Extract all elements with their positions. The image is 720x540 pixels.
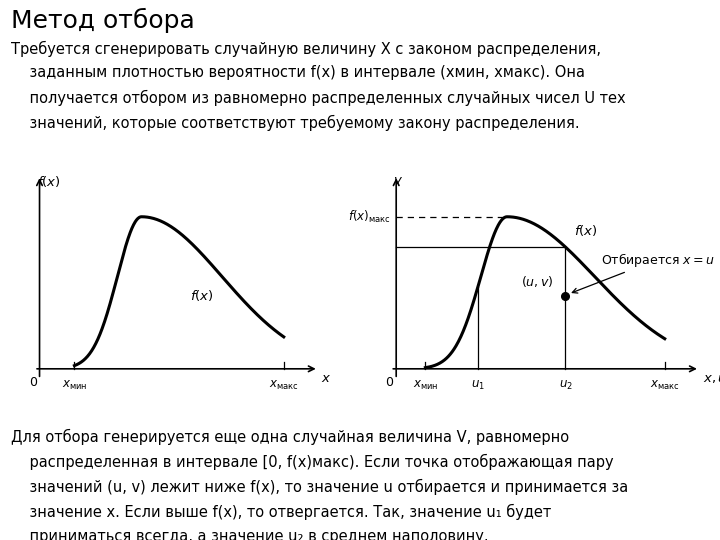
Text: 0: 0 — [29, 376, 37, 389]
Text: $v$: $v$ — [393, 173, 403, 186]
Text: заданным плотностью вероятности f(x) в интервале (xмин, xмакс). Она: заданным плотностью вероятности f(x) в и… — [11, 65, 585, 80]
Text: $f(x)$: $f(x)$ — [575, 224, 598, 239]
Text: 0: 0 — [385, 376, 393, 389]
Text: значений (u, v) лежит ниже f(x), то значение u отбирается и принимается за: значений (u, v) лежит ниже f(x), то знач… — [11, 479, 628, 495]
Text: значение x. Если выше f(x), то отвергается. Так, значение u₁ будет: значение x. Если выше f(x), то отвергает… — [11, 504, 551, 520]
Text: $x, u$: $x, u$ — [703, 372, 720, 385]
Text: значений, которые соответствуют требуемому закону распределения.: значений, которые соответствуют требуемо… — [11, 115, 580, 131]
Text: распределенная в интервале [0, f(x)макс). Если точка отображающая пару: распределенная в интервале [0, f(x)макс)… — [11, 454, 613, 470]
Text: Требуется сгенерировать случайную величину X с законом распределения,: Требуется сгенерировать случайную величи… — [11, 40, 600, 57]
Text: Метод отбора: Метод отбора — [11, 8, 194, 33]
Text: $x_{\text{мин}}$: $x_{\text{мин}}$ — [413, 379, 438, 392]
Text: $x_{\text{макс}}$: $x_{\text{макс}}$ — [269, 379, 299, 392]
Text: приниматься всегда, а значение u₂ в среднем наполовину.: приниматься всегда, а значение u₂ в сред… — [11, 529, 488, 540]
Text: $f(x)$: $f(x)$ — [37, 173, 60, 188]
Text: получается отбором из равномерно распределенных случайных чисел U тех: получается отбором из равномерно распред… — [11, 90, 626, 106]
Text: Для отбора генерируется еще одна случайная величина V, равномерно: Для отбора генерируется еще одна случайн… — [11, 429, 569, 445]
Text: $f(x)$: $f(x)$ — [190, 288, 214, 303]
Text: $x$: $x$ — [321, 372, 332, 385]
Text: $(u,v)$: $(u,v)$ — [521, 274, 554, 289]
Text: $f(x)_{\text{макс}}$: $f(x)_{\text{макс}}$ — [348, 208, 390, 225]
Text: $x_{\text{мин}}$: $x_{\text{мин}}$ — [62, 379, 87, 392]
Text: $x_{\text{макс}}$: $x_{\text{макс}}$ — [650, 379, 680, 392]
Text: $u_2$: $u_2$ — [559, 379, 572, 392]
Text: $u_1$: $u_1$ — [471, 379, 485, 392]
Text: Отбирается $x = u$: Отбирается $x = u$ — [572, 251, 714, 293]
